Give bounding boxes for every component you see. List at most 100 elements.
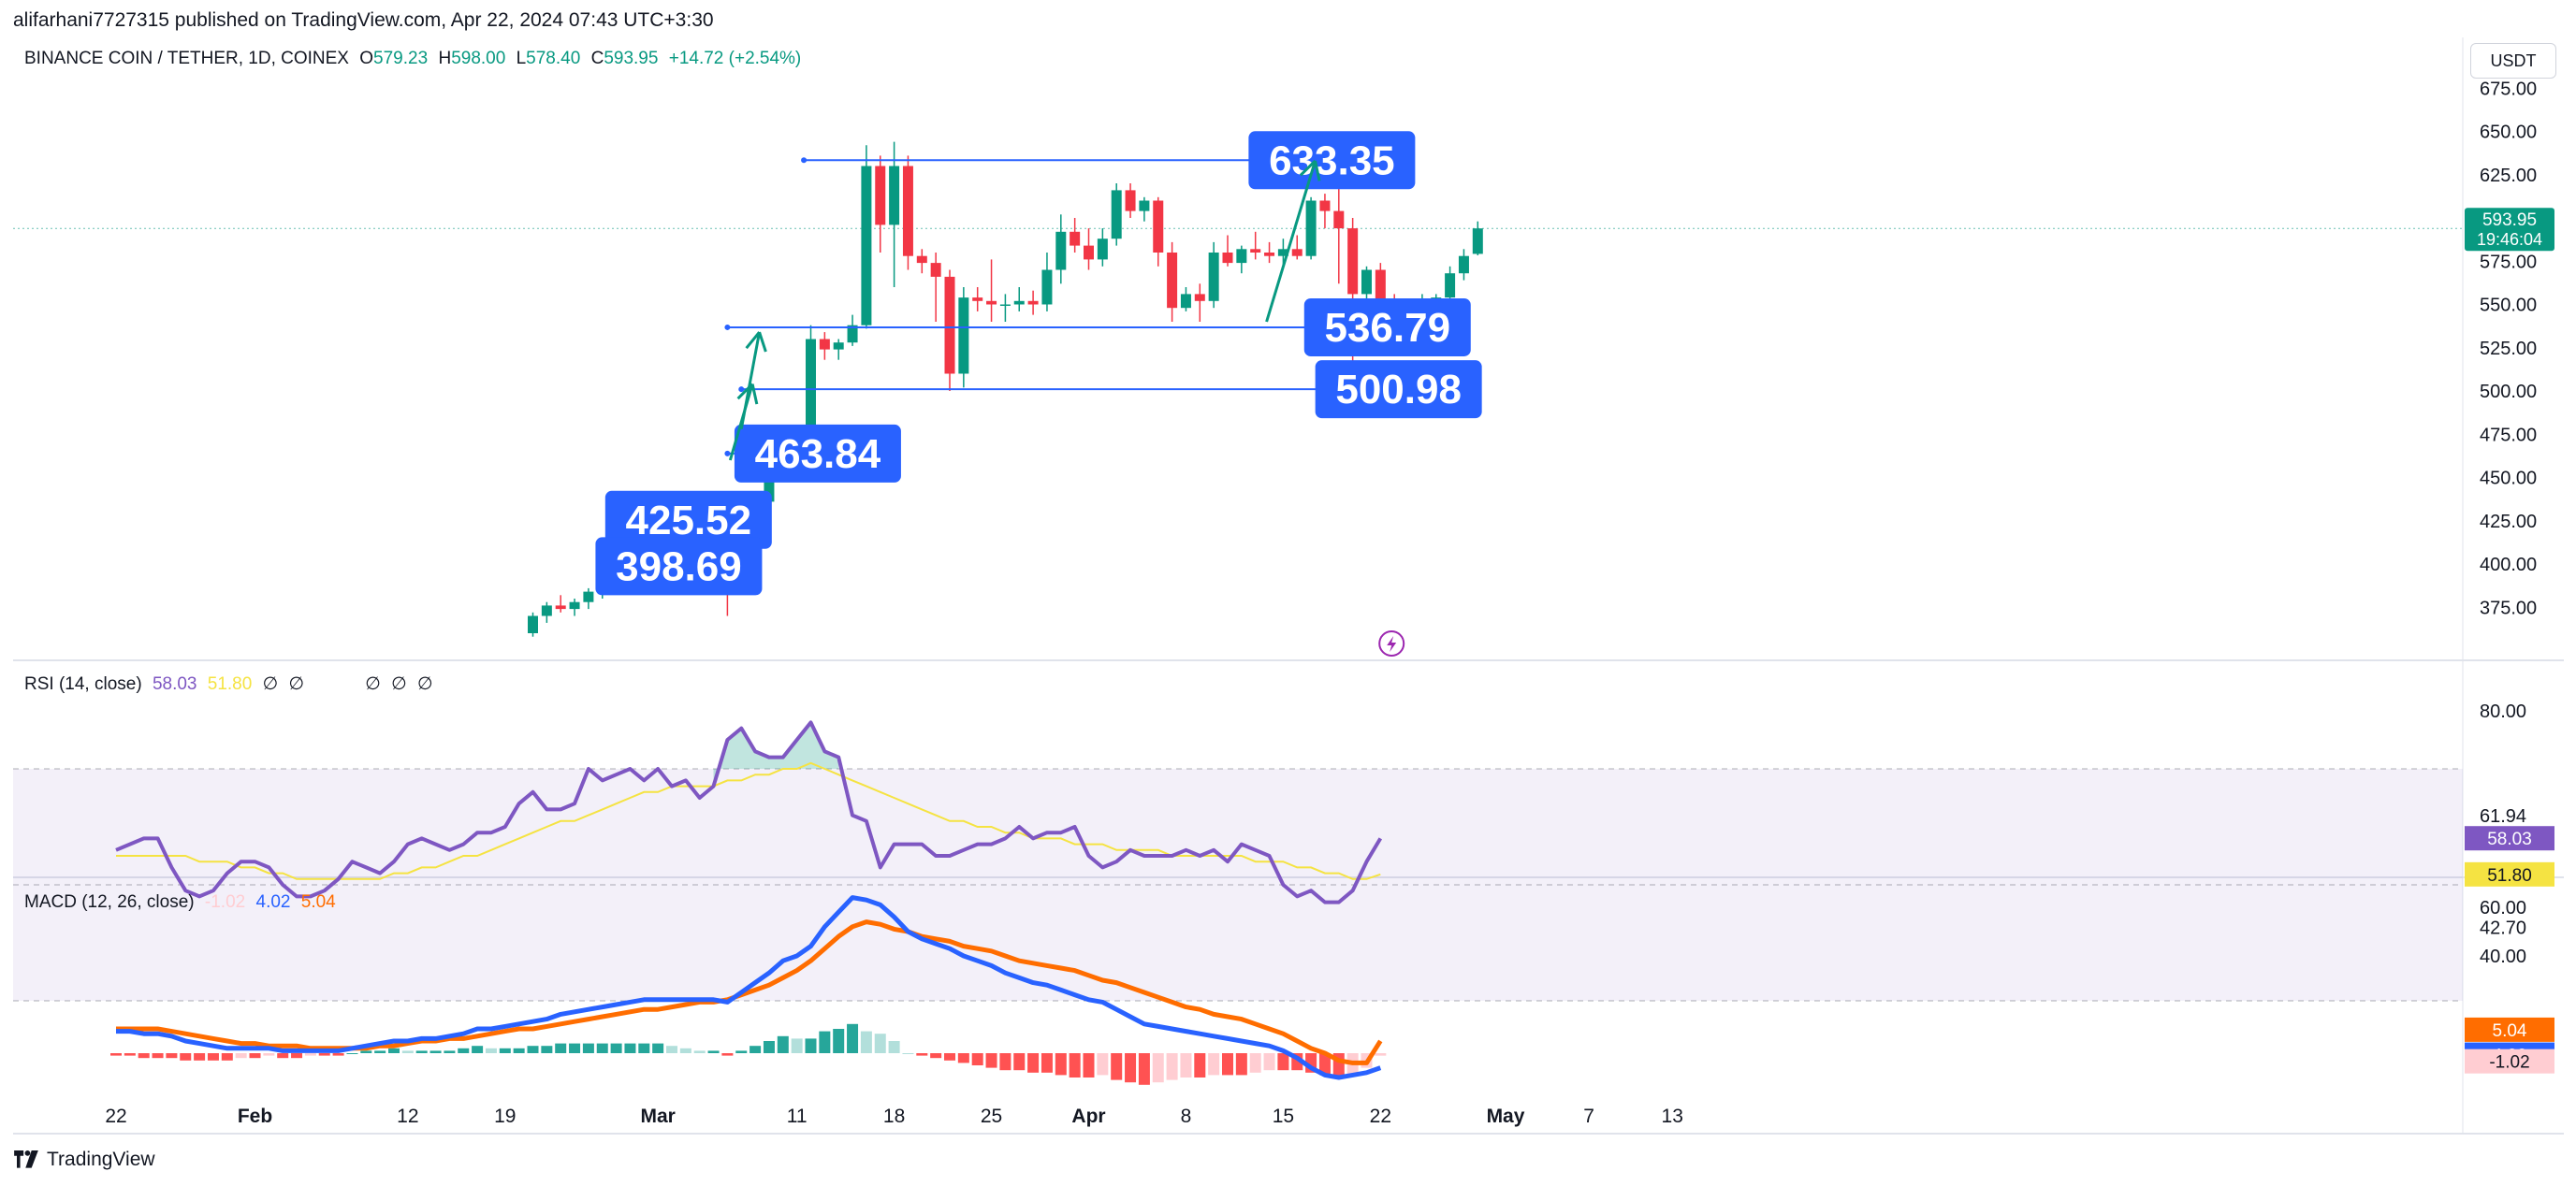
macd-histogram-bar[interactable]: [499, 1048, 511, 1053]
macd-histogram-bar[interactable]: [304, 1053, 316, 1056]
candle[interactable]: [528, 612, 538, 637]
candle[interactable]: [1097, 228, 1108, 267]
currency-button[interactable]: USDT: [2470, 43, 2556, 79]
candle[interactable]: [1472, 221, 1483, 255]
macd-histogram-bar[interactable]: [429, 1050, 442, 1053]
macd-histogram-bar[interactable]: [1111, 1053, 1123, 1080]
rsi-title[interactable]: RSI (14, close): [24, 674, 142, 694]
ray-anchor[interactable]: [724, 450, 731, 456]
macd-histogram-bar[interactable]: [652, 1043, 664, 1053]
price-label-box[interactable]: [595, 537, 763, 596]
candle[interactable]: [1305, 196, 1317, 260]
macd-histogram-bar[interactable]: [750, 1046, 762, 1053]
macd-histogram-bar[interactable]: [485, 1048, 497, 1053]
macd-histogram-bar[interactable]: [777, 1035, 789, 1053]
candle[interactable]: [1194, 283, 1205, 322]
macd-histogram-bar[interactable]: [833, 1029, 845, 1053]
candle[interactable]: [1319, 194, 1331, 229]
macd-histogram-bar[interactable]: [541, 1046, 553, 1053]
candle[interactable]: [1180, 287, 1191, 311]
macd-histogram-bar[interactable]: [527, 1046, 539, 1053]
macd-histogram-bar[interactable]: [388, 1048, 400, 1053]
macd-histogram-bar[interactable]: [207, 1053, 219, 1061]
macd-histogram-bar[interactable]: [444, 1050, 456, 1053]
macd-histogram-bar[interactable]: [791, 1038, 803, 1053]
candle[interactable]: [1027, 290, 1039, 315]
macd-line[interactable]: [116, 895, 1382, 1080]
trend-arrow[interactable]: [739, 331, 767, 429]
macd-histogram-bar[interactable]: [596, 1043, 608, 1053]
macd-histogram-bar[interactable]: [679, 1048, 691, 1053]
candle[interactable]: [1208, 241, 1219, 309]
macd-histogram-bar[interactable]: [874, 1034, 886, 1053]
candle[interactable]: [1153, 196, 1164, 267]
macd-histogram-bar[interactable]: [957, 1053, 969, 1063]
price-label-box[interactable]: [1248, 131, 1416, 190]
candle[interactable]: [999, 294, 1011, 322]
macd-histogram-bar[interactable]: [1027, 1053, 1040, 1073]
macd-histogram-bar[interactable]: [819, 1031, 831, 1053]
macd-histogram-bar[interactable]: [152, 1053, 164, 1059]
candle[interactable]: [916, 249, 927, 274]
candle[interactable]: [1070, 218, 1081, 253]
macd-histogram-bar[interactable]: [1138, 1053, 1150, 1085]
macd-histogram-bar[interactable]: [707, 1050, 720, 1053]
macd-histogram-bar[interactable]: [902, 1053, 914, 1054]
macd-histogram-bar[interactable]: [569, 1043, 581, 1053]
candle[interactable]: [819, 332, 830, 360]
macd-histogram-bar[interactable]: [374, 1050, 386, 1053]
macd-histogram-bar[interactable]: [263, 1053, 275, 1056]
macd-histogram-bar[interactable]: [624, 1043, 636, 1053]
candle[interactable]: [1291, 235, 1303, 260]
macd-histogram-bar[interactable]: [1152, 1053, 1164, 1083]
macd-histogram-bar[interactable]: [1083, 1053, 1095, 1078]
candle[interactable]: [1250, 231, 1261, 260]
ray-anchor[interactable]: [738, 386, 745, 393]
macd-histogram-bar[interactable]: [194, 1053, 206, 1061]
price-label-box[interactable]: [604, 490, 772, 549]
macd-histogram-bar[interactable]: [415, 1050, 428, 1053]
macd-histogram-bar[interactable]: [610, 1043, 622, 1053]
candle[interactable]: [1458, 249, 1469, 281]
candle[interactable]: [1055, 214, 1067, 284]
candle[interactable]: [930, 253, 941, 322]
macd-histogram-bar[interactable]: [1041, 1053, 1053, 1073]
macd-histogram-bar[interactable]: [1194, 1053, 1206, 1078]
price-label-box[interactable]: [1303, 297, 1471, 356]
macd-histogram-bar[interactable]: [277, 1053, 289, 1059]
candle[interactable]: [1041, 253, 1053, 311]
macd-histogram-bar[interactable]: [1013, 1053, 1026, 1071]
ray-anchor[interactable]: [724, 324, 731, 330]
candle[interactable]: [972, 287, 983, 311]
candle[interactable]: [847, 314, 858, 346]
candle[interactable]: [986, 259, 997, 322]
macd-histogram-bar[interactable]: [110, 1053, 122, 1056]
candle[interactable]: [1222, 235, 1233, 267]
macd-histogram-bar[interactable]: [235, 1053, 247, 1059]
macd-histogram-bar[interactable]: [1263, 1053, 1275, 1071]
rsi-pane[interactable]: [115, 720, 1383, 904]
macd-histogram-bar[interactable]: [582, 1043, 594, 1053]
candle[interactable]: [1264, 241, 1275, 264]
candle[interactable]: [1013, 287, 1025, 311]
rsi-line[interactable]: [115, 720, 1383, 904]
price-label-box[interactable]: [1315, 360, 1482, 419]
candle[interactable]: [958, 287, 969, 388]
macd-pane[interactable]: [110, 895, 1387, 1085]
candle[interactable]: [889, 141, 900, 287]
candle[interactable]: [1111, 183, 1122, 246]
candle[interactable]: [569, 599, 580, 616]
macd-histogram-bar[interactable]: [346, 1053, 358, 1054]
macd-histogram-bar[interactable]: [1069, 1053, 1081, 1078]
candle[interactable]: [1167, 241, 1178, 322]
macd-signal-line[interactable]: [116, 919, 1383, 1065]
macd-histogram-bar[interactable]: [1166, 1053, 1178, 1080]
price-label-box[interactable]: [734, 424, 901, 483]
candle[interactable]: [944, 269, 955, 392]
candle[interactable]: [1084, 228, 1094, 270]
macd-histogram-bar[interactable]: [721, 1053, 734, 1056]
macd-histogram-bar[interactable]: [555, 1043, 567, 1053]
candle[interactable]: [1139, 196, 1150, 222]
macd-histogram-bar[interactable]: [916, 1053, 928, 1056]
